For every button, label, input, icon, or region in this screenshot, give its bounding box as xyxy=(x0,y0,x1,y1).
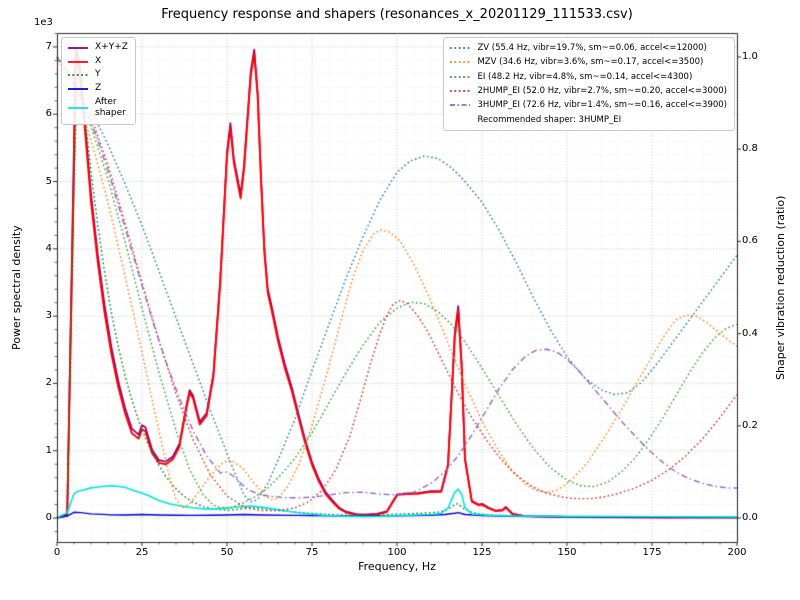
legend-item: 3HUMP_EI (72.6 Hz, vibr=1.4%, sm~=0.16, … xyxy=(449,99,727,111)
legend-line-sample xyxy=(68,74,88,77)
legend-line-sample xyxy=(67,43,89,53)
legend-line-sample xyxy=(68,46,88,49)
legend-line-sample xyxy=(67,103,89,113)
legend-line-sample xyxy=(68,88,88,90)
x-axis-tick-label: 25 xyxy=(135,547,149,558)
legend-item: Y xyxy=(67,69,128,81)
y-axis-label-right: Shaper vibration reduction (ratio) xyxy=(774,195,787,380)
legend-line-sample xyxy=(450,61,471,64)
legend-empty-sample xyxy=(449,115,471,125)
x-axis-label: Frequency, Hz xyxy=(358,560,436,573)
legend-item: Z xyxy=(67,83,128,95)
legend-item: 2HUMP_EI (52.0 Hz, vibr=2.7%, sm~=0.20, … xyxy=(449,85,727,97)
legend-line-sample xyxy=(449,43,471,53)
y-right-tick-label: 1.0 xyxy=(742,50,758,62)
legend-item-label: ZV (55.4 Hz, vibr=19.7%, sm~=0.06, accel… xyxy=(477,43,707,53)
x-axis-tick-label: 200 xyxy=(727,547,747,558)
x-axis-tick-label: 75 xyxy=(305,547,319,558)
y-axis-offset-label: 1e3 xyxy=(34,17,53,28)
legend-item: ZV (55.4 Hz, vibr=19.7%, sm~=0.06, accel… xyxy=(449,42,727,54)
legend-item-label: 3HUMP_EI (72.6 Hz, vibr=1.4%, sm~=0.16, … xyxy=(477,100,727,111)
x-axis-tick-label: 150 xyxy=(557,547,577,558)
y-right-tick-label: 0.8 xyxy=(742,143,758,155)
x-axis-tick-label: 50 xyxy=(220,547,234,558)
legend-item-label: EI (48.2 Hz, vibr=4.8%, sm~=0.14, accel<… xyxy=(477,71,693,82)
legend-line-sample xyxy=(67,57,89,67)
legend-item-label: After shaper xyxy=(95,96,126,119)
legend-line-sample xyxy=(450,47,471,50)
y-left-tick-label: 4 xyxy=(45,242,52,254)
y-left-tick-label: 0 xyxy=(45,512,52,524)
recommended-shaper-note: Recommended shaper: 3HUMP_EI xyxy=(449,114,727,126)
legend-line-sample xyxy=(450,90,471,92)
x-axis-tick-label: 175 xyxy=(642,547,662,558)
legend-item: X+Y+Z xyxy=(67,42,128,54)
legend-item: After shaper xyxy=(67,97,128,120)
y-left-tick-label: 1 xyxy=(45,444,52,456)
legend-item-label: X+Y+Z xyxy=(95,42,128,52)
recommended-shaper-text: Recommended shaper: 3HUMP_EI xyxy=(477,114,622,125)
legend-line-sample xyxy=(449,57,471,67)
y-right-tick-label: 0.2 xyxy=(742,419,758,431)
legend-line-sample xyxy=(449,72,471,82)
x-axis-tick-label: 100 xyxy=(387,547,407,558)
legend-item-label: Y xyxy=(95,69,101,80)
legend-line-sample xyxy=(450,104,471,107)
legend-item: X xyxy=(67,56,128,68)
legend-item-label: 2HUMP_EI (52.0 Hz, vibr=2.7%, sm~=0.20, … xyxy=(477,85,727,96)
chart-title: Frequency response and shapers (resonanc… xyxy=(161,7,633,22)
x-axis-tick-label: 0 xyxy=(53,547,61,558)
y-left-tick-label: 7 xyxy=(45,40,52,52)
y-right-tick-label: 0.4 xyxy=(742,327,758,339)
legend-item-label: MZV (34.6 Hz, vibr=3.6%, sm~=0.17, accel… xyxy=(477,57,704,68)
legend-line-sample xyxy=(67,84,89,94)
legend-item-label: Z xyxy=(95,83,102,94)
legend-line-sample xyxy=(450,75,471,78)
y-left-tick-label: 3 xyxy=(45,310,52,322)
legend-line-sample xyxy=(67,70,89,80)
legend-item: MZV (34.6 Hz, vibr=3.6%, sm~=0.17, accel… xyxy=(449,56,727,68)
legend-line-sample xyxy=(449,86,471,96)
legend-line-sample xyxy=(68,107,88,110)
legend-psd: X+Y+Z X Y Z After shaper xyxy=(61,37,136,126)
legend-item-label: X xyxy=(95,55,102,66)
x-axis-tick-label: 125 xyxy=(472,547,492,558)
y-left-tick-label: 6 xyxy=(45,108,52,120)
y-left-tick-label: 5 xyxy=(45,175,52,187)
legend-shapers: ZV (55.4 Hz, vibr=19.7%, sm~=0.06, accel… xyxy=(443,37,735,131)
legend-line-sample xyxy=(68,60,88,63)
legend-line-sample xyxy=(449,100,471,110)
y-left-tick-label: 2 xyxy=(45,377,52,389)
legend-item: EI (48.2 Hz, vibr=4.8%, sm~=0.14, accel<… xyxy=(449,71,727,83)
y-right-tick-label: 0.0 xyxy=(742,512,758,524)
y-right-tick-label: 0.6 xyxy=(742,235,758,247)
